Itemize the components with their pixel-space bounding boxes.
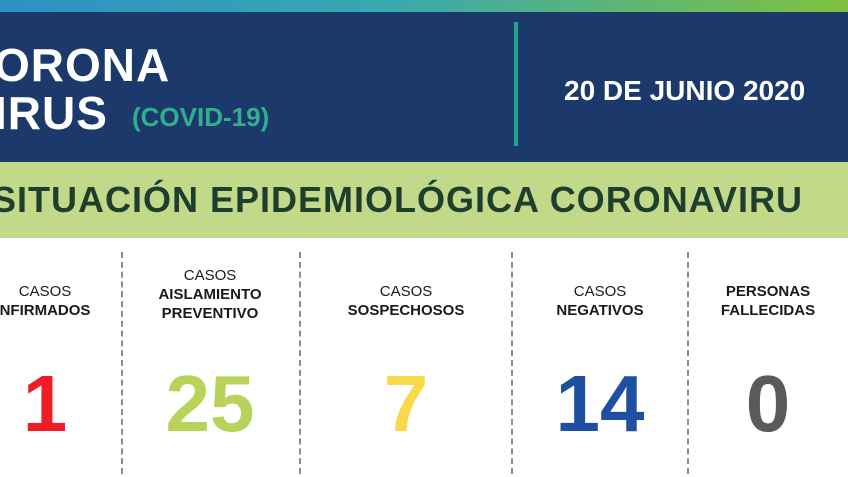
stat-confirmed: CASOS NFIRMADOS 1 bbox=[0, 238, 130, 477]
stat-deceased-label-main: PERSONAS bbox=[725, 283, 811, 300]
top-gradient-stripe bbox=[0, 0, 848, 12]
report-date: 20 DE JUNIO 2020 bbox=[564, 75, 806, 106]
stat-isolation-label-top: CASOS bbox=[183, 267, 237, 284]
stat-isolation-label: CASOS AISLAMIENTO PREVENTIVO bbox=[122, 266, 298, 323]
stat-confirmed-value: 1 bbox=[22, 359, 68, 448]
covid-subtitle: (COVID-19) bbox=[132, 102, 270, 132]
stat-suspected: CASOS SOSPECHOSOS 7 bbox=[300, 238, 512, 477]
stat-suspected-label-top: CASOS bbox=[379, 283, 433, 300]
stat-negative-label: CASOS NEGATIVOS bbox=[512, 282, 688, 320]
header-divider bbox=[514, 22, 518, 146]
stat-negative-label-main: NEGATIVOS bbox=[556, 302, 644, 319]
stat-deceased: PERSONAS FALLECIDAS 0 bbox=[688, 238, 848, 477]
stat-confirmed-label-main: NFIRMADOS bbox=[0, 302, 91, 319]
section-title: SITUACIÓN EPIDEMIOLÓGICA CORONAVIRU bbox=[0, 179, 804, 220]
stat-negative-value: 14 bbox=[555, 359, 645, 448]
dashed-divider-1 bbox=[121, 252, 123, 474]
dashed-divider-4 bbox=[687, 252, 689, 474]
stat-confirmed-label: CASOS NFIRMADOS bbox=[0, 282, 130, 320]
stat-confirmed-label-top: CASOS bbox=[18, 283, 72, 300]
stat-isolation-label-main: AISLAMIENTO bbox=[158, 286, 262, 303]
stat-negative-label-top: CASOS bbox=[573, 283, 627, 300]
stat-isolation-label-sub: PREVENTIVO bbox=[161, 305, 259, 322]
title-line-2: IRUS bbox=[0, 87, 108, 139]
stat-negative: CASOS NEGATIVOS 14 bbox=[512, 238, 688, 477]
dashed-divider-2 bbox=[299, 252, 301, 474]
header-banner: ORONA IRUS (COVID-19) 20 DE JUNIO 2020 bbox=[0, 12, 848, 162]
stat-deceased-value: 0 bbox=[745, 359, 791, 448]
stat-deceased-label-sub: FALLECIDAS bbox=[720, 302, 816, 319]
stat-suspected-value: 7 bbox=[383, 359, 429, 448]
dashed-divider-3 bbox=[511, 252, 513, 474]
stats-panel: CASOS NFIRMADOS 1 CASOS AISLAMIENTO PREV… bbox=[0, 238, 848, 477]
stat-deceased-label: PERSONAS FALLECIDAS bbox=[688, 282, 848, 320]
stat-suspected-label: CASOS SOSPECHOSOS bbox=[300, 282, 512, 320]
section-band: SITUACIÓN EPIDEMIOLÓGICA CORONAVIRU bbox=[0, 162, 848, 238]
title-line-1: ORONA bbox=[0, 39, 171, 91]
stat-isolation: CASOS AISLAMIENTO PREVENTIVO 25 bbox=[122, 238, 298, 477]
stat-isolation-value: 25 bbox=[165, 359, 255, 448]
stat-suspected-label-main: SOSPECHOSOS bbox=[347, 302, 465, 319]
